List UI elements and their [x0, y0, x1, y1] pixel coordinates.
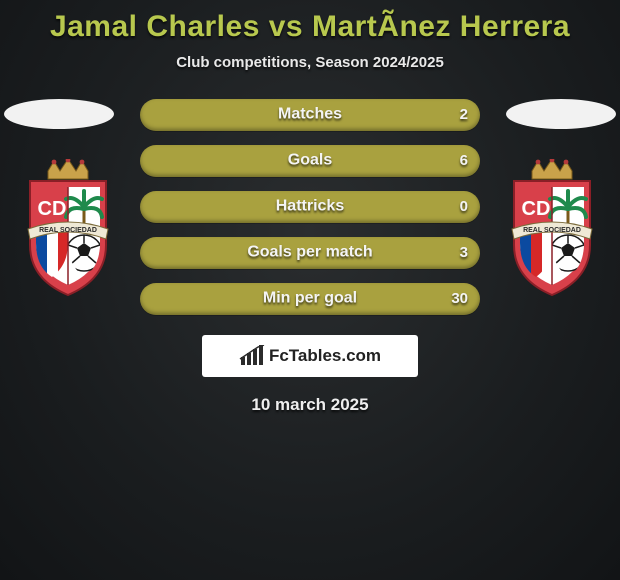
stat-value-right: 2 [460, 106, 468, 123]
stat-label: Min per goal [140, 290, 480, 308]
stat-bars: Matches2Goals6Hattricks0Goals per match3… [140, 99, 480, 329]
date-text: 10 march 2025 [0, 395, 620, 415]
stat-bar: Min per goal30 [140, 283, 480, 315]
comparison-area: Matches2Goals6Hattricks0Goals per match3… [0, 99, 620, 329]
player2-name: MartÃ­nez Herrera [312, 10, 570, 43]
stat-bar: Goals per match3 [140, 237, 480, 269]
chart-icon [239, 345, 265, 367]
stat-label: Matches [140, 106, 480, 124]
stat-value-right: 3 [460, 244, 468, 261]
player1-name: Jamal Charles [50, 10, 260, 43]
stat-value-right: 6 [460, 152, 468, 169]
comparison-card: Jamal Charles vs MartÃ­nez Herrera Club … [0, 0, 620, 580]
brand-text: FcTables.com [269, 346, 381, 366]
stat-label: Goals [140, 152, 480, 170]
brand-badge: FcTables.com [202, 335, 418, 377]
subtitle: Club competitions, Season 2024/2025 [0, 54, 620, 71]
stat-label: Goals per match [140, 244, 480, 262]
stat-value-right: 30 [451, 290, 468, 307]
stat-bar: Matches2 [140, 99, 480, 131]
player1-photo-placeholder [4, 99, 114, 129]
player1-club-crest [18, 159, 118, 299]
vs-text: vs [269, 10, 303, 43]
stat-bar: Hattricks0 [140, 191, 480, 223]
stat-bar: Goals6 [140, 145, 480, 177]
stat-value-right: 0 [460, 198, 468, 215]
page-title: Jamal Charles vs MartÃ­nez Herrera [0, 0, 620, 44]
stat-label: Hattricks [140, 198, 480, 216]
player2-photo-placeholder [506, 99, 616, 129]
player2-club-crest [502, 159, 602, 299]
